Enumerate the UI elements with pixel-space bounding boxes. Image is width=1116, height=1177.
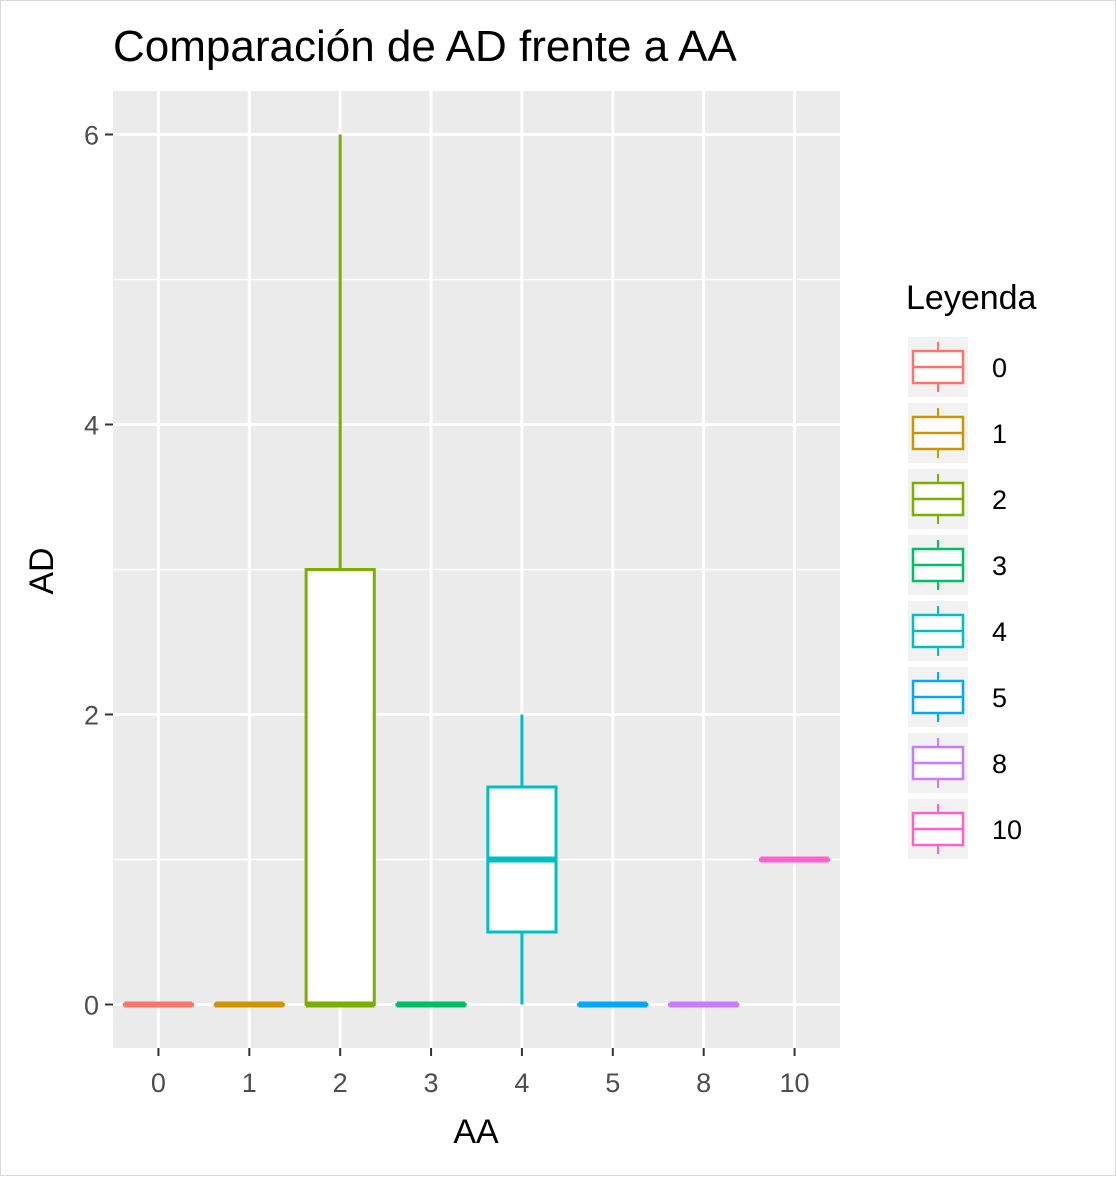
legend-label: 1 xyxy=(992,419,1007,449)
y-tick-label: 2 xyxy=(84,701,99,731)
boxes xyxy=(122,134,831,1008)
legend-item-10: 10 xyxy=(908,799,1022,859)
y-tick-label: 4 xyxy=(84,411,99,441)
legend-label: 8 xyxy=(992,749,1007,779)
legend-label: 5 xyxy=(992,683,1007,713)
box-8 xyxy=(668,1001,740,1008)
legend-label: 0 xyxy=(992,353,1007,383)
box-1 xyxy=(213,1001,285,1008)
box-2 xyxy=(304,134,376,1008)
legend-item-1: 1 xyxy=(908,403,1007,463)
legend-label: 3 xyxy=(992,551,1007,581)
x-tick-label: 8 xyxy=(696,1068,711,1098)
box-4 xyxy=(486,714,558,1005)
x-tick-label: 10 xyxy=(780,1068,810,1098)
x-axis: 0 1 2 3 4 5 8 10 xyxy=(151,1048,810,1098)
box-10 xyxy=(758,856,831,863)
y-axis-title: AD xyxy=(23,547,61,594)
box-body xyxy=(304,568,376,1006)
x-tick-label: 3 xyxy=(424,1068,439,1098)
y-tick-label: 0 xyxy=(84,991,99,1021)
x-tick-label: 0 xyxy=(151,1068,166,1098)
x-tick-label: 1 xyxy=(242,1068,257,1098)
legend-item-2: 2 xyxy=(908,469,1007,529)
legend: Leyenda 0 1 2 3 4 5 8 10 xyxy=(906,279,1037,859)
legend-label: 10 xyxy=(992,815,1022,845)
legend-item-8: 8 xyxy=(908,733,1007,793)
legend-item-3: 3 xyxy=(908,535,1007,595)
box-5 xyxy=(577,1001,649,1008)
y-axis: 0 2 4 6 xyxy=(84,121,113,1021)
y-tick-label: 6 xyxy=(84,121,99,151)
legend-item-5: 5 xyxy=(908,667,1007,727)
legend-items: 0 1 2 3 4 5 8 10 xyxy=(908,337,1022,859)
box-0 xyxy=(122,1001,195,1008)
x-tick-label: 4 xyxy=(514,1068,529,1098)
legend-item-0: 0 xyxy=(908,337,1007,397)
box-3 xyxy=(395,1001,467,1008)
legend-label: 2 xyxy=(992,485,1007,515)
legend-title: Leyenda xyxy=(906,279,1037,317)
chart-title: Comparación de AD frente a AA xyxy=(113,22,737,71)
legend-item-4: 4 xyxy=(908,601,1007,661)
x-tick-label: 2 xyxy=(333,1068,348,1098)
legend-label: 4 xyxy=(992,617,1007,647)
x-tick-label: 5 xyxy=(605,1068,620,1098)
x-axis-title: AA xyxy=(453,1113,499,1151)
